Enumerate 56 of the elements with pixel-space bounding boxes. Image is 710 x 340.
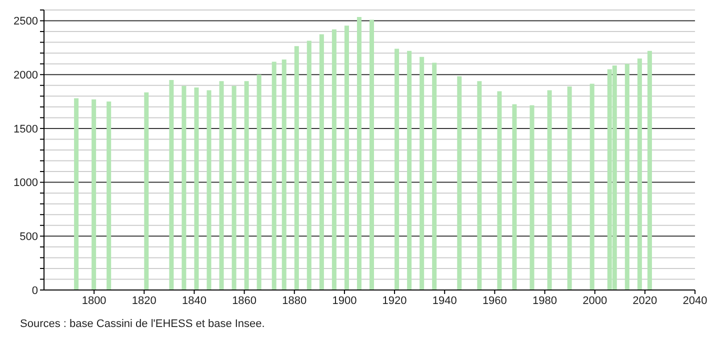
bar — [92, 99, 96, 290]
y-tick-label: 1500 — [14, 123, 38, 136]
bar — [497, 91, 502, 290]
bar — [182, 86, 186, 290]
y-tick-label: 1000 — [14, 177, 38, 190]
x-tick-label: 1840 — [182, 294, 206, 307]
x-tick-label: 1980 — [532, 294, 558, 307]
y-tick-label: 2500 — [14, 16, 38, 28]
bar — [432, 62, 437, 290]
bar — [144, 92, 149, 290]
bar — [512, 104, 517, 290]
y-tick-label: 500 — [20, 231, 38, 244]
bar — [370, 20, 374, 290]
bar — [567, 86, 572, 290]
y-tick-label: 0 — [32, 284, 38, 297]
bar — [272, 62, 276, 290]
bar — [194, 88, 199, 290]
x-tick-label: 1900 — [332, 294, 357, 307]
bar — [282, 60, 286, 290]
bar — [294, 46, 299, 290]
bar — [244, 81, 249, 290]
x-tick-label: 1920 — [382, 294, 407, 307]
source-note: Sources : base Cassini de l'EHESS et base Insee. — [20, 318, 266, 330]
bar — [106, 102, 112, 290]
bar — [530, 105, 534, 290]
bar — [169, 80, 174, 290]
bar — [547, 90, 552, 290]
x-tick-label: 1960 — [482, 294, 507, 307]
bar — [319, 34, 324, 290]
x-tick-label: 2000 — [582, 294, 608, 307]
bar — [256, 74, 262, 290]
x-tick-label: 2040 — [682, 294, 708, 307]
y-tick-label: 2000 — [14, 70, 38, 82]
bar — [332, 29, 336, 290]
bar — [206, 90, 212, 290]
x-tick-label: 2020 — [632, 294, 658, 307]
x-tick-label: 1860 — [232, 294, 257, 307]
bar — [356, 17, 362, 290]
bar — [394, 48, 400, 290]
bar — [407, 50, 412, 290]
bar — [232, 86, 236, 290]
bar — [457, 76, 462, 290]
bar — [344, 26, 349, 290]
bar — [306, 40, 312, 290]
bar — [219, 81, 224, 290]
bar — [637, 58, 642, 290]
x-tick-label: 1800 — [82, 294, 106, 307]
x-tick-label: 1820 — [132, 294, 156, 307]
bar — [420, 56, 424, 290]
x-tick-label: 1940 — [432, 294, 457, 307]
bar — [74, 98, 79, 290]
bar — [647, 50, 652, 290]
bar — [590, 84, 594, 290]
bar — [477, 81, 482, 290]
x-tick-label: 1880 — [282, 294, 307, 307]
bar — [624, 64, 630, 290]
